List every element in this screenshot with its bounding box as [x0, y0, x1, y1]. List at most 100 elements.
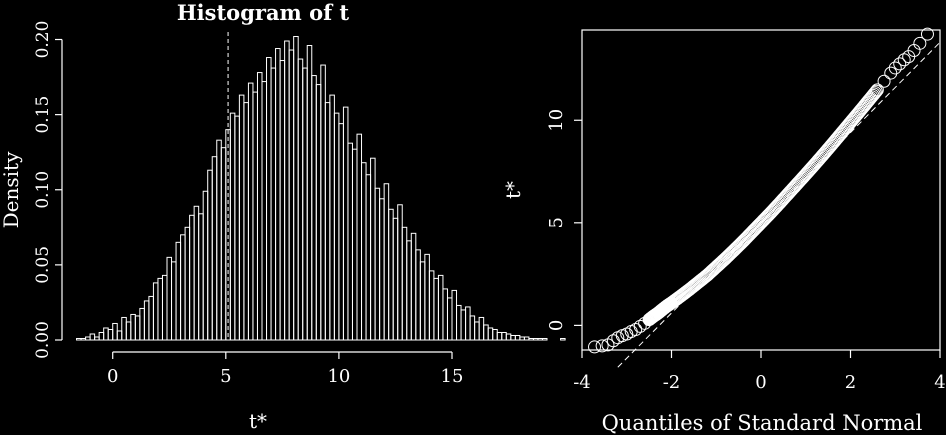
- hist-bar: [361, 162, 367, 341]
- hist-bar: [184, 226, 191, 341]
- hist-bar: [496, 331, 503, 341]
- hist-bar: [383, 183, 390, 341]
- hist-bar: [460, 309, 467, 341]
- hist-bar: [437, 274, 444, 341]
- hist-x-tick-label: 15: [441, 366, 464, 387]
- hist-bar: [76, 337, 82, 341]
- histogram-panel: Histogram of t 0 5 10 15 0.000.050.100.150.…: [0, 0, 566, 433]
- qq-point: [884, 66, 898, 80]
- qq-x-tick-label: 4: [934, 372, 945, 393]
- hist-bar: [424, 253, 430, 341]
- hist-bar: [284, 40, 290, 341]
- hist-bar: [275, 48, 281, 341]
- hist-bar: [410, 232, 417, 341]
- hist-bar: [456, 304, 462, 341]
- hist-x-tick-label: 0: [107, 366, 118, 387]
- qq-point: [893, 57, 907, 71]
- hist-x-tick-label: 5: [220, 366, 231, 387]
- hist-y-tick-label: 0.05: [33, 246, 53, 284]
- hist-bar: [121, 316, 127, 341]
- hist-x-label: t*: [249, 409, 267, 433]
- hist-bar: [211, 156, 218, 341]
- qq-reference-line: [617, 41, 941, 368]
- hist-y-tick-label: 0.10: [33, 171, 53, 209]
- hist-bar: [415, 249, 421, 341]
- qq-point: [913, 36, 927, 50]
- hist-bar: [107, 328, 114, 341]
- hist-bar: [243, 102, 249, 341]
- hist-bar: [478, 316, 485, 341]
- qq-panel: -4 -2 0 2 4 0 5 10 Quantiles of Standard Norma…: [501, 27, 946, 435]
- hist-bar: [446, 297, 453, 341]
- qq-x-tick-label: 0: [755, 372, 766, 393]
- hist-bar: [302, 67, 308, 341]
- hist-bar: [356, 133, 363, 341]
- hist-bar: [374, 187, 381, 341]
- qq-x-tick-label: -4: [573, 372, 591, 393]
- hist-bar: [338, 123, 344, 341]
- qq-x-label: Quantiles of Standard Normal: [602, 411, 923, 435]
- hist-bar: [161, 274, 168, 341]
- hist-bar: [433, 277, 439, 341]
- hist-bar: [532, 337, 539, 341]
- hist-bar: [379, 198, 385, 341]
- hist-bar: [139, 307, 145, 341]
- qq-point: [633, 319, 647, 333]
- hist-bar: [388, 208, 394, 341]
- qq-point: [588, 340, 602, 354]
- hist-bar: [560, 337, 566, 341]
- hist-bar: [487, 327, 494, 341]
- hist-bar: [103, 327, 109, 341]
- qq-y-tick-label: 5: [546, 217, 567, 228]
- hist-bar: [98, 331, 105, 341]
- hist-bar: [505, 333, 512, 341]
- hist-bar: [306, 45, 313, 341]
- hist-bar: [397, 204, 403, 341]
- hist-bar: [537, 337, 543, 341]
- hist-bar: [130, 313, 136, 341]
- hist-bar: [134, 315, 141, 341]
- hist-bar: [247, 82, 254, 341]
- qq-point: [606, 334, 620, 348]
- hist-bar: [80, 337, 87, 341]
- hist-bar: [252, 91, 258, 341]
- hist-bar: [401, 226, 408, 341]
- hist-bar: [392, 217, 399, 341]
- qq-point: [897, 53, 911, 67]
- hist-x-axis: 0 5 10 15: [107, 351, 464, 387]
- hist-bar: [297, 58, 304, 341]
- hist-bar: [342, 106, 349, 341]
- hist-bar: [85, 336, 91, 341]
- hist-bar: [198, 213, 204, 341]
- qq-point: [595, 339, 609, 353]
- hist-bar: [112, 322, 118, 341]
- hist-bar: [229, 112, 236, 341]
- hist-bar: [202, 190, 209, 341]
- qq-x-tick-label: 2: [845, 372, 856, 393]
- hist-bar: [238, 94, 245, 341]
- hist-bar: [428, 270, 435, 341]
- qq-point: [869, 84, 883, 98]
- hist-bar: [419, 261, 426, 341]
- hist-bar: [256, 72, 263, 341]
- hist-bar: [189, 214, 195, 341]
- qq-frame: [581, 29, 941, 351]
- hist-bar: [541, 337, 548, 341]
- qq-point: [888, 61, 902, 75]
- hist-bar: [370, 157, 376, 341]
- hist-bar: [442, 288, 448, 341]
- hist-bar: [474, 321, 480, 341]
- hist-bars: [76, 36, 566, 341]
- qq-y-tick-label: 10: [546, 109, 567, 132]
- qq-y-label: t*: [501, 181, 525, 199]
- hist-bar: [143, 300, 150, 341]
- hist-bar: [193, 205, 200, 341]
- qq-x-tick-label: -2: [663, 372, 681, 393]
- hist-bar: [116, 330, 123, 341]
- hist-bar: [166, 256, 173, 341]
- qq-y-axis: 0 5 10: [546, 109, 582, 331]
- qq-point: [920, 27, 934, 41]
- qq-point: [867, 87, 881, 101]
- qq-x-axis: -4 -2 0 2 4: [573, 350, 946, 393]
